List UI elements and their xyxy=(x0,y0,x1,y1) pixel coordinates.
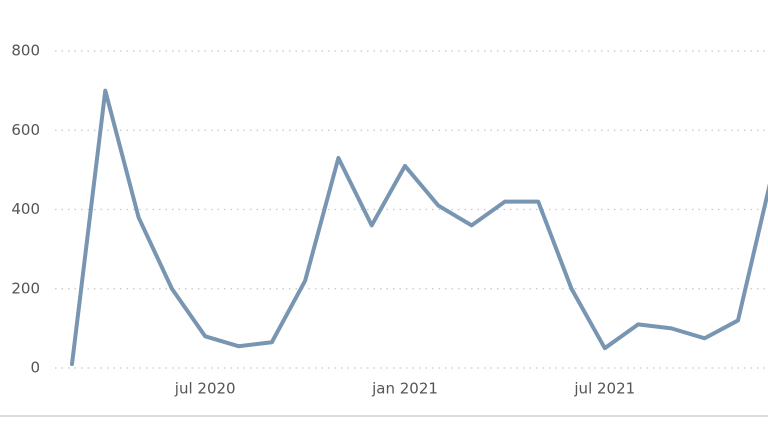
data-line xyxy=(70,88,768,367)
y-tick-label: 600 xyxy=(11,121,40,139)
y-tick-label: 800 xyxy=(11,42,40,60)
y-tick-label: 400 xyxy=(11,200,40,218)
y-tick-label: 0 xyxy=(30,359,40,377)
x-tick-label: jul 2020 xyxy=(174,380,236,398)
y-tick-label: 200 xyxy=(11,279,40,297)
x-tick-label: jan 2021 xyxy=(371,380,438,398)
x-tick-label: jul 2021 xyxy=(573,380,635,398)
